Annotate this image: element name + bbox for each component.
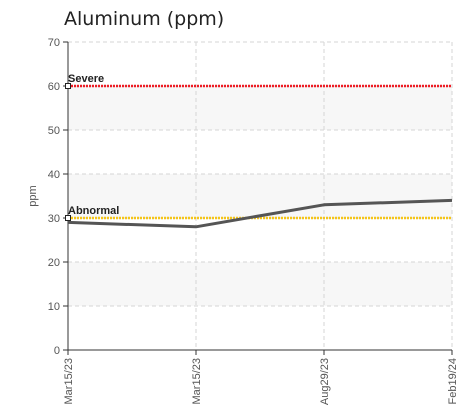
threshold-marker	[65, 215, 71, 221]
background-bands	[68, 86, 452, 306]
threshold-label: Abnormal	[68, 205, 119, 217]
x-tick-labels: Mar15/23 Mar15/23 Aug29/23 Feb19/24	[63, 358, 457, 405]
y-tick-label: 60	[48, 81, 60, 93]
y-tick-labels: 0 10 20 30 40 50 60 70	[48, 37, 60, 357]
x-tick-label: Mar15/23	[63, 358, 75, 404]
x-tick-label: Aug29/23	[319, 358, 331, 405]
y-tick-label: 0	[54, 345, 60, 357]
chart-title: Aluminum (ppm)	[64, 8, 225, 30]
y-tick-label: 70	[48, 37, 60, 49]
threshold-label: Severe	[68, 73, 104, 85]
x-tick-label: Mar15/23	[191, 358, 203, 404]
y-tick-label: 20	[48, 257, 60, 269]
grid-band	[68, 86, 452, 130]
threshold-marker	[65, 83, 71, 89]
y-tick-label: 30	[48, 213, 60, 225]
series-line	[67, 198, 453, 229]
data-series	[67, 198, 453, 229]
y-tick-label: 40	[48, 169, 60, 181]
grid-band	[68, 174, 452, 218]
y-axis-title: ppm	[27, 185, 39, 206]
x-tick-label: Feb19/24	[447, 358, 457, 404]
threshold-lines: Severe Abnormal	[65, 73, 452, 221]
grid-band	[68, 262, 452, 306]
y-tick-label: 50	[48, 125, 60, 137]
y-tick-label: 10	[48, 301, 60, 313]
